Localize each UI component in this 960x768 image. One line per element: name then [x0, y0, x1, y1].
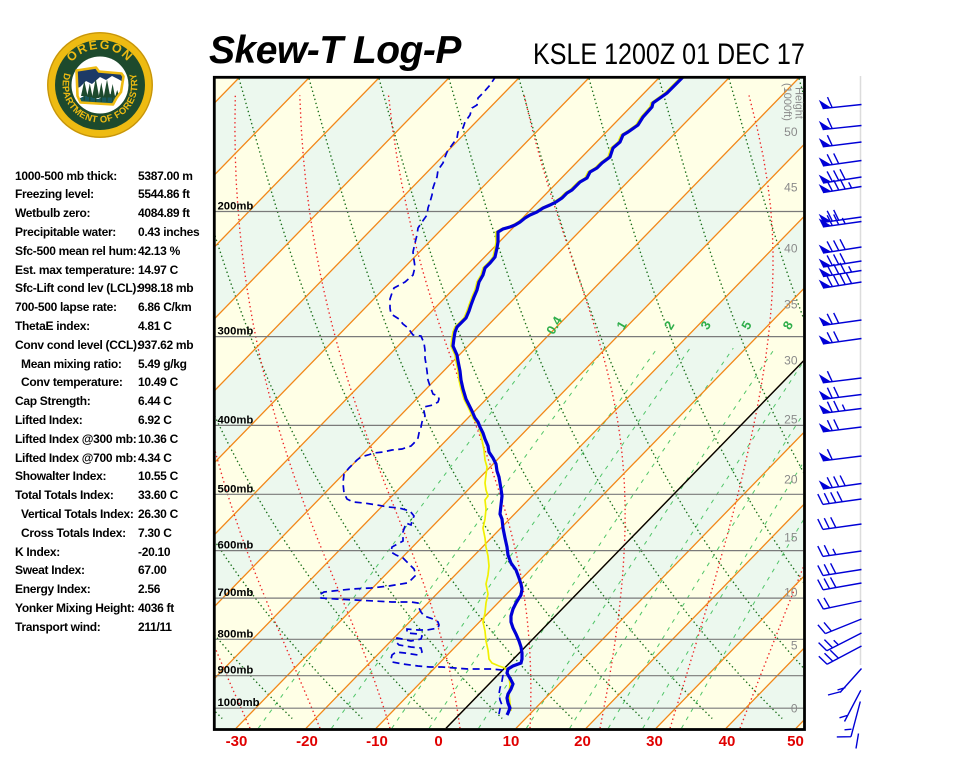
- svg-text:-30: -30: [226, 733, 248, 750]
- svg-text:10: 10: [784, 586, 798, 600]
- svg-text:50: 50: [787, 733, 804, 750]
- svg-text:600mb: 600mb: [218, 540, 254, 552]
- svg-text:-20: -20: [296, 733, 318, 750]
- svg-text:0: 0: [791, 702, 798, 716]
- svg-text:25: 25: [784, 413, 798, 427]
- svg-text:800mb: 800mb: [218, 628, 254, 640]
- svg-text:-10: -10: [366, 733, 388, 750]
- svg-text:20: 20: [784, 473, 798, 487]
- svg-text:400mb: 400mb: [218, 414, 254, 426]
- svg-text:300mb: 300mb: [218, 326, 254, 338]
- svg-text:Height: Height: [793, 87, 805, 119]
- svg-text:40: 40: [719, 733, 736, 750]
- svg-text:40: 40: [784, 242, 798, 256]
- svg-text:0: 0: [434, 733, 442, 750]
- svg-text:15: 15: [784, 531, 798, 545]
- svg-text:10: 10: [503, 733, 520, 750]
- svg-text:20: 20: [574, 733, 591, 750]
- svg-text:700mb: 700mb: [218, 587, 254, 599]
- svg-text:50: 50: [784, 125, 798, 139]
- svg-text:30: 30: [646, 733, 663, 750]
- svg-text:30: 30: [784, 354, 798, 368]
- svg-text:45: 45: [784, 181, 798, 195]
- svg-text:1000mb: 1000mb: [218, 697, 260, 709]
- svg-text:200mb: 200mb: [218, 201, 254, 213]
- svg-text:35: 35: [784, 298, 798, 312]
- svg-text:5: 5: [791, 639, 798, 653]
- svg-text:(1000ft): (1000ft): [781, 83, 793, 121]
- svg-text:500mb: 500mb: [218, 483, 254, 495]
- svg-text:900mb: 900mb: [218, 665, 254, 677]
